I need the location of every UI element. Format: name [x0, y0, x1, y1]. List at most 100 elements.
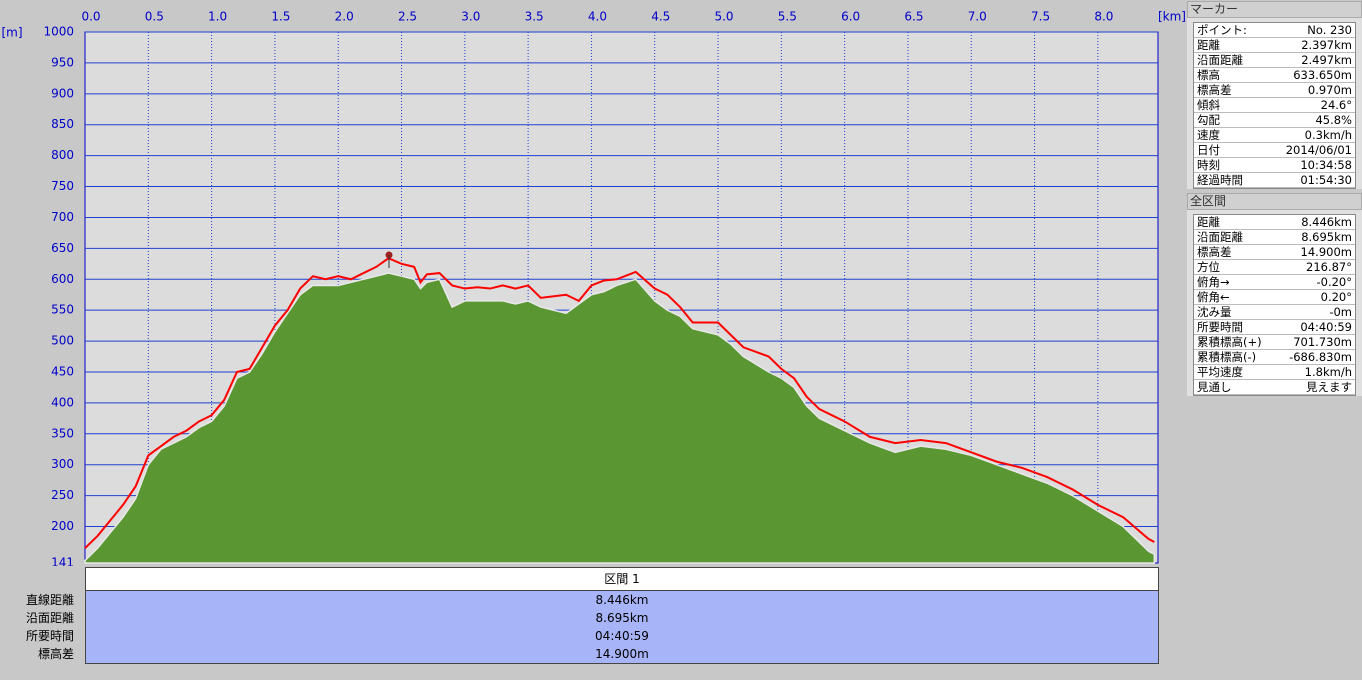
total-panel: 全区間 距離 8.446km 沿面距離 8.695km 標高差 14.900m 方位 216.…	[1187, 193, 1362, 396]
x-tick-label: 4.5	[651, 10, 670, 24]
y-tick-label: 300	[51, 457, 74, 471]
row-label: 標高	[1197, 68, 1220, 82]
panel-row: 傾斜 24.6°	[1194, 98, 1355, 113]
x-tick-label: 5.0	[714, 10, 733, 24]
y-tick-label: 200	[51, 519, 74, 533]
panel-row: 俯角→ -0.20°	[1194, 275, 1355, 290]
row-label: 標高差	[37, 647, 74, 661]
row-label: 直線距離	[25, 593, 74, 607]
panel-title: マーカー	[1187, 1, 1362, 18]
x-tick-label: 8.0	[1094, 10, 1113, 24]
panel-row: 標高 633.650m	[1194, 68, 1355, 83]
row-label: 累積標高(-)	[1197, 350, 1257, 364]
y-tick-label: 141	[51, 556, 74, 567]
y-tick-label: 250	[51, 488, 74, 502]
y-tick-label: 350	[51, 426, 74, 440]
row-value: 701.730m	[1293, 335, 1352, 349]
panel-row: 平均速度 1.8km/h	[1194, 365, 1355, 380]
row-label: 傾斜	[1197, 98, 1220, 112]
row-label: 沈み量	[1197, 305, 1232, 319]
y-tick-label: 950	[51, 55, 74, 69]
row-value: 45.8%	[1315, 113, 1352, 127]
panel-row: 累積標高(-) -686.830m	[1194, 350, 1355, 365]
row-label: 標高差	[1197, 83, 1232, 97]
x-tick-label: 6.5	[904, 10, 923, 24]
x-tick-label: 6.0	[841, 10, 860, 24]
row-label: 距離	[1197, 215, 1220, 229]
row-label: 方位	[1197, 260, 1220, 274]
panel-row: 距離 8.446km	[1194, 215, 1355, 230]
panel-row: 方位 216.87°	[1194, 260, 1355, 275]
row-label: 沿面距離	[25, 611, 74, 625]
y-tick-label: 1000	[43, 25, 74, 39]
row-label: 距離	[1197, 38, 1220, 52]
row-label: ポイント:	[1197, 23, 1247, 37]
panel-row: 経過時間 01:54:30	[1194, 173, 1355, 188]
y-tick-label: 500	[51, 334, 74, 348]
row-value: 633.650m	[1293, 68, 1352, 82]
row-value: 04:40:59	[595, 629, 649, 643]
x-tick-label: 2.0	[335, 10, 354, 24]
row-value: 2.497km	[1301, 53, 1352, 67]
panel-row: 時刻 10:34:58	[1194, 158, 1355, 173]
x-tick-label: 1.5	[271, 10, 290, 24]
row-value: 216.87°	[1306, 260, 1352, 274]
row-label: 平均速度	[1197, 365, 1243, 379]
segment-table: 区間 1 8.446km 8.695km 04:40:59 14.900m	[85, 567, 1159, 664]
row-label: 時刻	[1197, 158, 1220, 172]
x-tick-label: 7.0	[968, 10, 987, 24]
row-value: -686.830m	[1289, 350, 1352, 364]
y-tick-label: 550	[51, 303, 74, 317]
row-value: 0.20°	[1320, 290, 1352, 304]
row-label: 標高差	[1197, 245, 1232, 259]
row-label: 俯角←	[1197, 290, 1230, 304]
row-value: 10:34:58	[1300, 158, 1352, 172]
marker-panel: マーカー ポイント: No. 230 距離 2.397km 沿面距離 2.497km 標高 6…	[1187, 1, 1362, 189]
row-value: 04:40:59	[1300, 320, 1352, 334]
row-label: 沿面距離	[1197, 230, 1243, 244]
row-value: 01:54:30	[1300, 173, 1352, 187]
y-tick-label: 650	[51, 241, 74, 255]
y-tick-label: 400	[51, 395, 74, 409]
row-label: 累積標高(+)	[1197, 335, 1262, 349]
row-value: 8.695km	[595, 611, 649, 625]
segment-values: 8.446km 8.695km 04:40:59 14.900m	[85, 591, 1159, 664]
x-tick-label: 3.0	[461, 10, 480, 24]
panel-table: 距離 8.446km 沿面距離 8.695km 標高差 14.900m 方位 216.87° 俯…	[1193, 214, 1356, 396]
panel-row: 見通し 見えます	[1194, 380, 1355, 395]
y-axis-label: [m]	[1, 26, 22, 40]
marker-icon	[385, 251, 393, 268]
row-label: 沿面距離	[1197, 53, 1243, 67]
y-tick-label: 750	[51, 179, 74, 193]
row-label: 経過時間	[1197, 173, 1243, 187]
row-label: 勾配	[1197, 113, 1220, 127]
panel-title: 全区間	[1187, 193, 1362, 210]
row-value: 8.446km	[1301, 215, 1352, 229]
row-value: -0.20°	[1316, 275, 1352, 289]
row-label: 所要時間	[25, 629, 74, 643]
x-tick-label: 1.0	[208, 10, 227, 24]
panel-row: 沈み量 -0m	[1194, 305, 1355, 320]
panel-table: ポイント: No. 230 距離 2.397km 沿面距離 2.497km 標高 633.65…	[1193, 22, 1356, 189]
chart: [m] [km] 0.0 0.5 1.0 1.5 2.0 2.5 3.0 3.5 4.0 4.5 5…	[1, 10, 1185, 567]
x-tick-label: 0.5	[145, 10, 164, 24]
terrain-area	[84, 272, 1156, 564]
segment-header: 区間 1	[85, 567, 1159, 591]
row-value: 0.970m	[1307, 83, 1352, 97]
row-value: 14.900m	[1300, 245, 1352, 259]
x-tick-label: 5.5	[778, 10, 797, 24]
y-tick-label: 900	[51, 86, 74, 100]
row-value: 2014/06/01	[1285, 143, 1352, 157]
row-value: 2.397km	[1301, 38, 1352, 52]
row-label: 速度	[1197, 128, 1220, 142]
y-tick-label: 600	[51, 272, 74, 286]
panel-row: 速度 0.3km/h	[1194, 128, 1355, 143]
row-label: 所要時間	[1197, 320, 1243, 334]
x-tick-label: 2.5	[398, 10, 417, 24]
y-tick-label: 450	[51, 364, 74, 378]
panel-row: 標高差 0.970m	[1194, 83, 1355, 98]
panel-row: 距離 2.397km	[1194, 38, 1355, 53]
panel-row: 累積標高(+) 701.730m	[1194, 335, 1355, 350]
track-line	[84, 257, 1155, 549]
